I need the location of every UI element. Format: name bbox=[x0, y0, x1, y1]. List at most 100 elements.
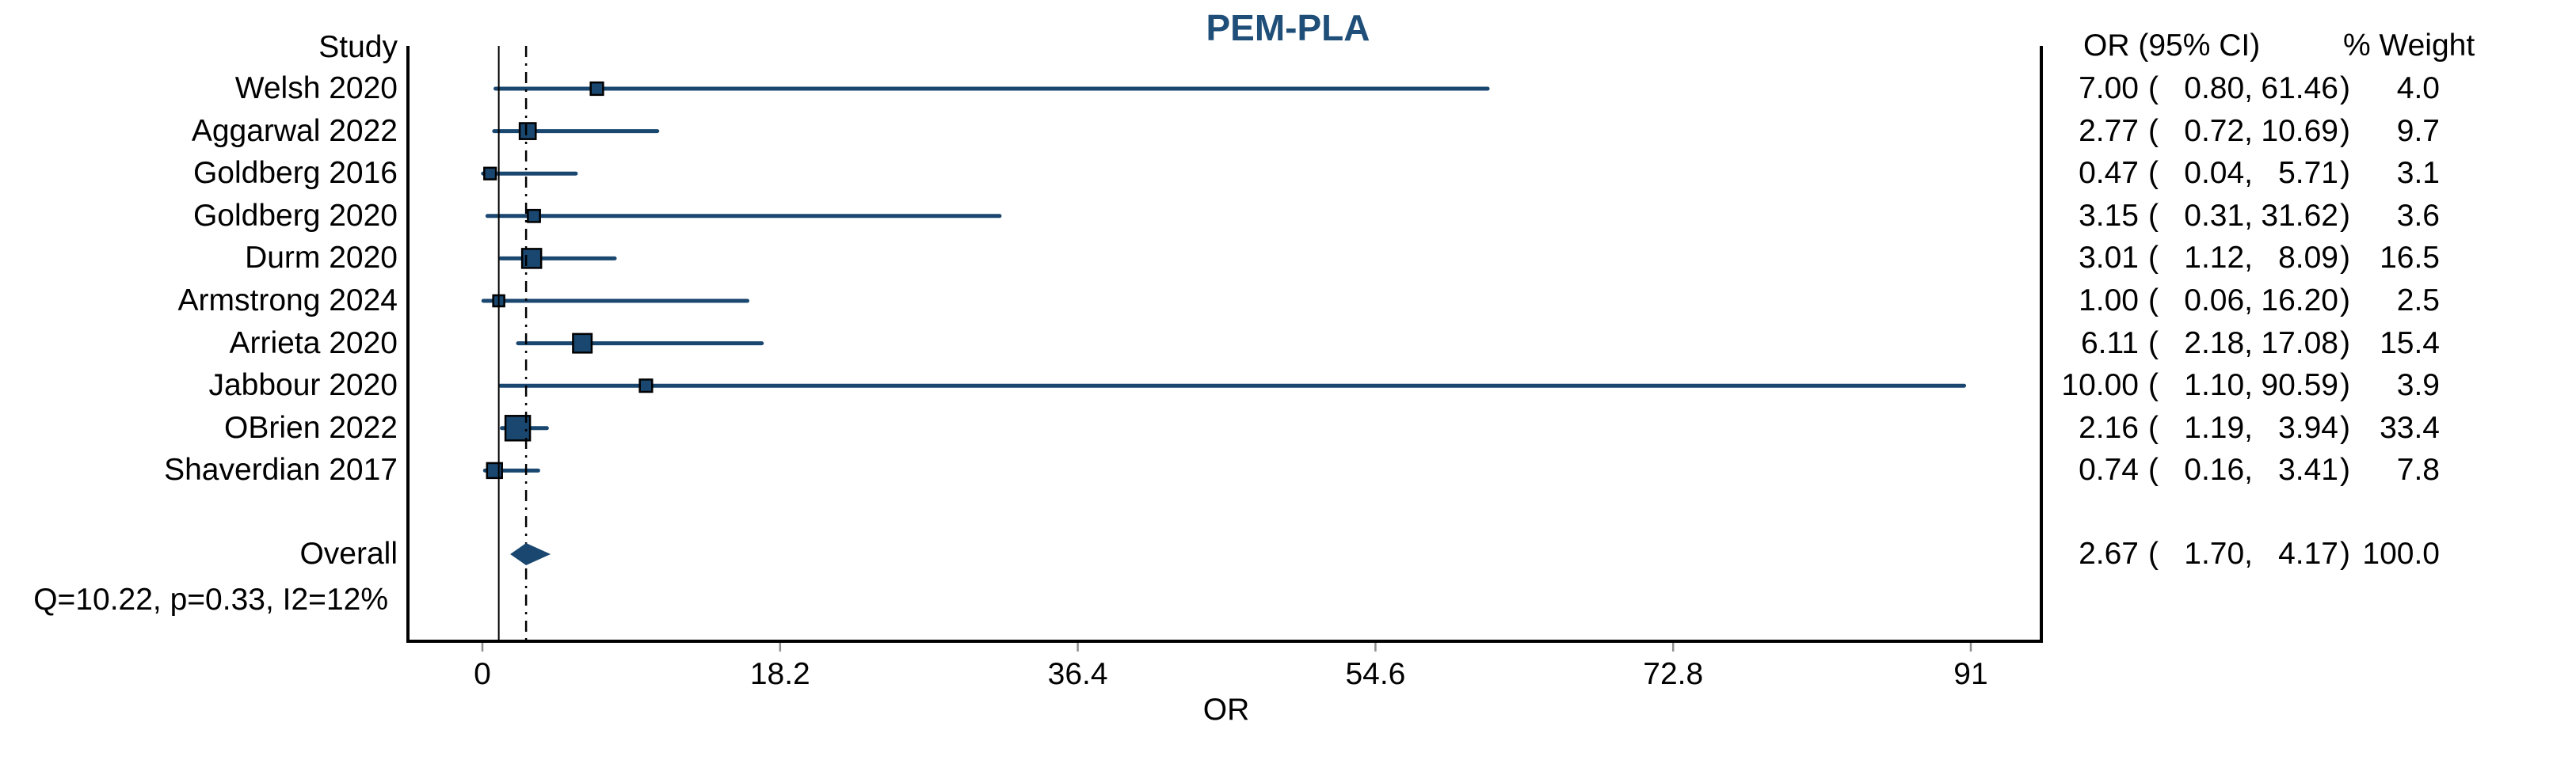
or-value: 1.00 bbox=[2079, 283, 2139, 317]
ci-upper: 16.20 bbox=[2261, 283, 2338, 317]
ci-lower: 1.12, bbox=[2184, 241, 2253, 276]
paren-open: ( bbox=[2148, 113, 2159, 148]
point-estimate-marker bbox=[483, 166, 497, 180]
study-label: Welsh 2020 bbox=[234, 71, 398, 105]
paren-close: ) bbox=[2340, 453, 2350, 488]
paren-close: ) bbox=[2340, 283, 2350, 317]
weight-value: 7.8 bbox=[2396, 453, 2440, 488]
weight-value: 3.9 bbox=[2396, 368, 2440, 403]
x-axis-label: OR bbox=[1202, 693, 1250, 727]
or-value: 0.74 bbox=[2079, 453, 2139, 488]
paren-close: ) bbox=[2340, 410, 2350, 445]
paren-open: ( bbox=[2148, 283, 2159, 317]
point-estimate-marker bbox=[518, 122, 537, 140]
study-label: OBrien 2022 bbox=[224, 410, 398, 445]
or-value: 10.00 bbox=[2061, 368, 2139, 403]
ci-upper: 4.17 bbox=[2278, 537, 2338, 571]
study-column-header: Study bbox=[318, 30, 398, 64]
or-value: 3.15 bbox=[2079, 198, 2139, 233]
ci-lower: 0.80, bbox=[2184, 71, 2253, 105]
weight-value: 2.5 bbox=[2396, 283, 2440, 317]
axis-tick-label: 36.4 bbox=[1047, 657, 1108, 691]
paren-close: ) bbox=[2340, 113, 2350, 148]
weight-value: 33.4 bbox=[2380, 410, 2440, 445]
ci-upper: 8.09 bbox=[2278, 241, 2338, 276]
weight-value: 100.0 bbox=[2362, 537, 2440, 571]
or-value: 2.67 bbox=[2079, 537, 2139, 571]
axis-tick-label: 91 bbox=[1953, 657, 1988, 691]
study-label: Durm 2020 bbox=[245, 241, 398, 276]
study-label: Goldberg 2020 bbox=[192, 198, 398, 233]
weight-value: 16.5 bbox=[2380, 241, 2440, 276]
weight-value: 3.6 bbox=[2396, 198, 2440, 233]
ci-upper: 3.94 bbox=[2278, 410, 2338, 445]
paren-open: ( bbox=[2148, 241, 2159, 276]
point-estimate-marker bbox=[527, 208, 541, 223]
paren-open: ( bbox=[2148, 537, 2159, 571]
paren-open: ( bbox=[2148, 325, 2159, 360]
weight-column-header: % Weight bbox=[2343, 28, 2475, 63]
study-label: Shaverdian 2017 bbox=[164, 453, 398, 488]
ci-upper: 90.59 bbox=[2261, 368, 2338, 403]
point-estimate-marker bbox=[638, 378, 654, 393]
or-value: 3.01 bbox=[2079, 241, 2139, 276]
weight-value: 3.1 bbox=[2396, 156, 2440, 191]
paren-close: ) bbox=[2340, 198, 2350, 233]
paren-close: ) bbox=[2340, 156, 2350, 191]
ci-lower: 0.06, bbox=[2184, 283, 2253, 317]
or-value: 2.16 bbox=[2079, 410, 2139, 445]
or-value: 2.77 bbox=[2079, 113, 2139, 148]
ci-upper: 5.71 bbox=[2278, 156, 2338, 191]
axis-tick-label: 18.2 bbox=[749, 657, 810, 691]
study-label: Armstrong 2024 bbox=[177, 283, 398, 317]
paren-open: ( bbox=[2148, 368, 2159, 403]
weight-value: 15.4 bbox=[2380, 325, 2440, 360]
ci-upper: 31.62 bbox=[2261, 198, 2338, 233]
weight-value: 9.7 bbox=[2396, 113, 2440, 148]
paren-close: ) bbox=[2340, 325, 2350, 360]
ci-lower: 0.16, bbox=[2184, 453, 2253, 488]
point-estimate-marker bbox=[589, 81, 604, 97]
paren-open: ( bbox=[2148, 156, 2159, 191]
point-estimate-marker bbox=[520, 248, 543, 269]
overall-label: Overall bbox=[299, 537, 398, 571]
paren-open: ( bbox=[2148, 71, 2159, 105]
axis-tick-label: 0 bbox=[474, 657, 491, 691]
study-label: Aggarwal 2022 bbox=[191, 113, 398, 148]
plot-frame bbox=[406, 46, 2043, 643]
heterogeneity-stats: Q=10.22, p=0.33, I2=12% bbox=[33, 583, 388, 617]
axis-tick-label: 54.6 bbox=[1345, 657, 1406, 691]
paren-close: ) bbox=[2340, 368, 2350, 403]
ci-upper: 10.69 bbox=[2261, 113, 2338, 148]
ci-upper: 3.41 bbox=[2278, 453, 2338, 488]
paren-close: ) bbox=[2340, 537, 2350, 571]
ci-lower: 1.19, bbox=[2184, 410, 2253, 445]
chart-title: PEM-PLA bbox=[1206, 7, 1370, 48]
study-label: Jabbour 2020 bbox=[208, 368, 398, 403]
weight-value: 4.0 bbox=[2396, 71, 2440, 105]
axis-tick-label: 72.8 bbox=[1643, 657, 1704, 691]
ci-lower: 0.72, bbox=[2184, 113, 2253, 148]
or-value: 0.47 bbox=[2079, 156, 2139, 191]
paren-close: ) bbox=[2340, 241, 2350, 276]
point-estimate-marker bbox=[572, 332, 593, 354]
paren-open: ( bbox=[2148, 198, 2159, 233]
point-estimate-marker bbox=[486, 462, 503, 480]
ci-lower: 2.18, bbox=[2184, 325, 2253, 360]
ci-upper: 17.08 bbox=[2261, 325, 2338, 360]
ci-column-header: OR (95% CI) bbox=[2083, 28, 2261, 63]
study-label: Arrieta 2020 bbox=[229, 325, 398, 360]
ci-lower: 1.70, bbox=[2184, 537, 2253, 571]
ci-lower: 1.10, bbox=[2184, 368, 2253, 403]
paren-open: ( bbox=[2148, 410, 2159, 445]
ci-lower: 0.31, bbox=[2184, 198, 2253, 233]
study-label: Goldberg 2016 bbox=[192, 156, 398, 191]
overall-diamond bbox=[510, 543, 551, 565]
or-value: 7.00 bbox=[2079, 71, 2139, 105]
ci-lower: 0.04, bbox=[2184, 156, 2253, 191]
paren-close: ) bbox=[2340, 71, 2350, 105]
or-value: 6.11 bbox=[2080, 325, 2139, 360]
ci-upper: 61.46 bbox=[2261, 71, 2338, 105]
